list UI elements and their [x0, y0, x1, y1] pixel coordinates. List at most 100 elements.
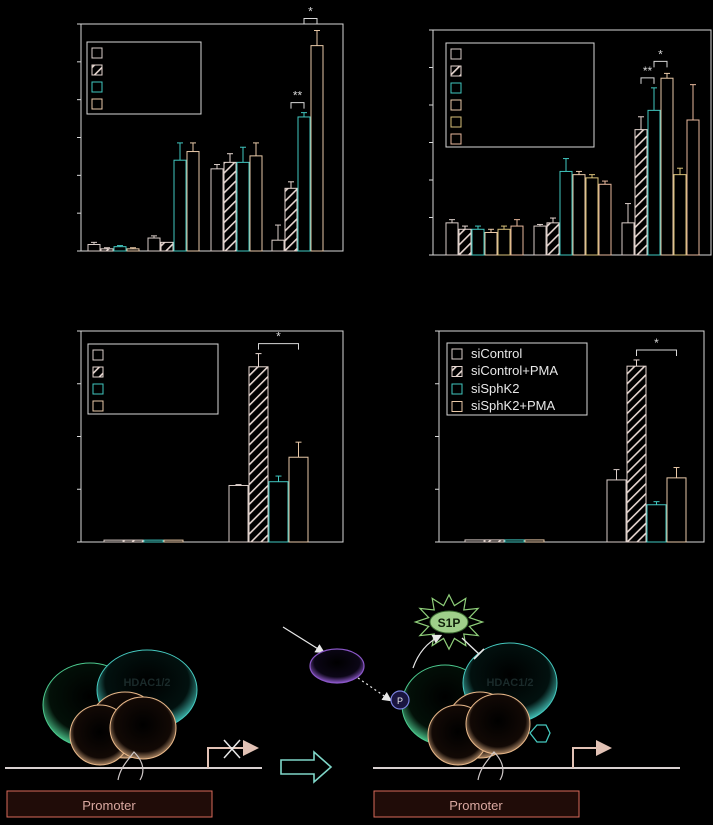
bar: [223, 161, 237, 252]
chart-panel-4: *: [435, 330, 705, 543]
bar: [484, 232, 498, 256]
s1p-production-arrow: [412, 634, 443, 669]
bar: [126, 248, 140, 252]
significance-label: *: [276, 330, 281, 344]
bar: [288, 456, 309, 543]
bar: [163, 539, 184, 543]
legend-swatch: [91, 47, 103, 59]
block-x-2: [223, 739, 241, 759]
significance-bracket: [636, 349, 677, 356]
significance-bracket: [290, 102, 305, 109]
legend-swatch: [91, 98, 103, 110]
s1p-label: S1P: [438, 616, 461, 630]
active-transcription-arrow: [572, 740, 612, 768]
legend-swatch: [451, 366, 463, 377]
bar: [284, 187, 298, 252]
s1p-inhibition-line: [461, 637, 480, 655]
legend-label-sisphk2-pma: siSphK2+PMA: [471, 398, 556, 413]
bar: [646, 504, 667, 543]
s1p-burst: S1P: [413, 593, 485, 651]
legend-swatch: [451, 383, 463, 395]
chart-panel-3: *: [77, 330, 344, 543]
bar: [647, 109, 661, 256]
bar: [123, 539, 144, 543]
bar: [673, 174, 687, 256]
promoter-box-left: [6, 790, 213, 818]
bar: [186, 151, 200, 252]
bar: [484, 539, 505, 543]
chart-panel-2: ***: [429, 29, 712, 256]
legend-swatch: [450, 82, 462, 94]
bar: [510, 225, 524, 256]
bar: [249, 155, 263, 252]
significance-label: **: [293, 89, 303, 103]
legend-d: siControl siControl+PMA siSphK2 siSphK2+…: [471, 346, 558, 413]
bar: [445, 222, 459, 256]
bar: [228, 484, 249, 543]
legend-box: [446, 342, 588, 416]
legend-label-sisphk2: siSphK2: [471, 381, 519, 396]
legend-label-sicontrol: siControl: [471, 346, 522, 361]
bar: [524, 539, 545, 543]
bar: [660, 77, 674, 256]
legend-swatch: [450, 48, 462, 60]
bar: [271, 239, 285, 252]
bar: [248, 366, 269, 543]
bar: [143, 539, 164, 543]
bar: [606, 479, 627, 543]
legend-swatch: [451, 401, 463, 412]
hdac-right-label: HDAC1/2: [486, 677, 533, 689]
acetyl-group-hexagon: [529, 724, 551, 743]
phosphorylation-arrow: [357, 677, 392, 702]
bar: [100, 248, 114, 252]
significance-label: *: [308, 4, 313, 18]
legend-swatch: [450, 116, 462, 128]
bar: [147, 237, 161, 252]
bar: [236, 161, 250, 252]
significance-bracket: [303, 17, 318, 25]
promoter-label-left: Promoter: [82, 798, 136, 813]
transition-arrow: [280, 750, 333, 784]
significance-label: *: [654, 336, 659, 350]
legend-swatch: [91, 81, 103, 93]
bar: [458, 228, 472, 256]
hdac-left-label: HDAC1/2: [123, 677, 170, 689]
legend-swatch: [450, 133, 462, 145]
legend-swatch: [92, 366, 104, 378]
bar: [297, 116, 311, 252]
s1p-inhibition-bar: [473, 648, 485, 660]
bar: [268, 481, 289, 543]
bar: [546, 222, 560, 256]
significance-bracket: [640, 77, 655, 84]
phospho-label: P: [397, 696, 403, 706]
bar: [504, 539, 525, 543]
legend-swatch: [450, 99, 462, 111]
sphk2-enzyme: [309, 648, 365, 684]
stimulus-arrow: [282, 626, 326, 654]
legend-swatch: [91, 64, 103, 76]
bar: [87, 244, 101, 252]
nucleosome-right-3: [465, 693, 531, 755]
bar: [686, 119, 700, 256]
s1p-molecule: [429, 610, 469, 634]
nucleosome-left-3: [109, 696, 177, 760]
significance-bracket: [653, 60, 668, 68]
phospho-marker: [390, 690, 410, 710]
legend-label-sicontrol-pma: siControl+PMA: [471, 363, 558, 378]
bar: [598, 183, 612, 256]
bar: [173, 159, 187, 252]
bar: [464, 539, 485, 543]
legend-box: [445, 42, 595, 148]
bar: [634, 129, 648, 256]
bar: [310, 45, 324, 252]
legend-box: [87, 343, 219, 415]
histone-tail-right: [477, 751, 504, 781]
bar: [210, 168, 224, 252]
legend-swatch: [92, 383, 104, 395]
legend-swatch: [92, 400, 104, 412]
promoter-box-right: [373, 790, 580, 818]
bar: [497, 228, 511, 256]
legend-swatch: [450, 65, 462, 77]
bar: [572, 174, 586, 256]
